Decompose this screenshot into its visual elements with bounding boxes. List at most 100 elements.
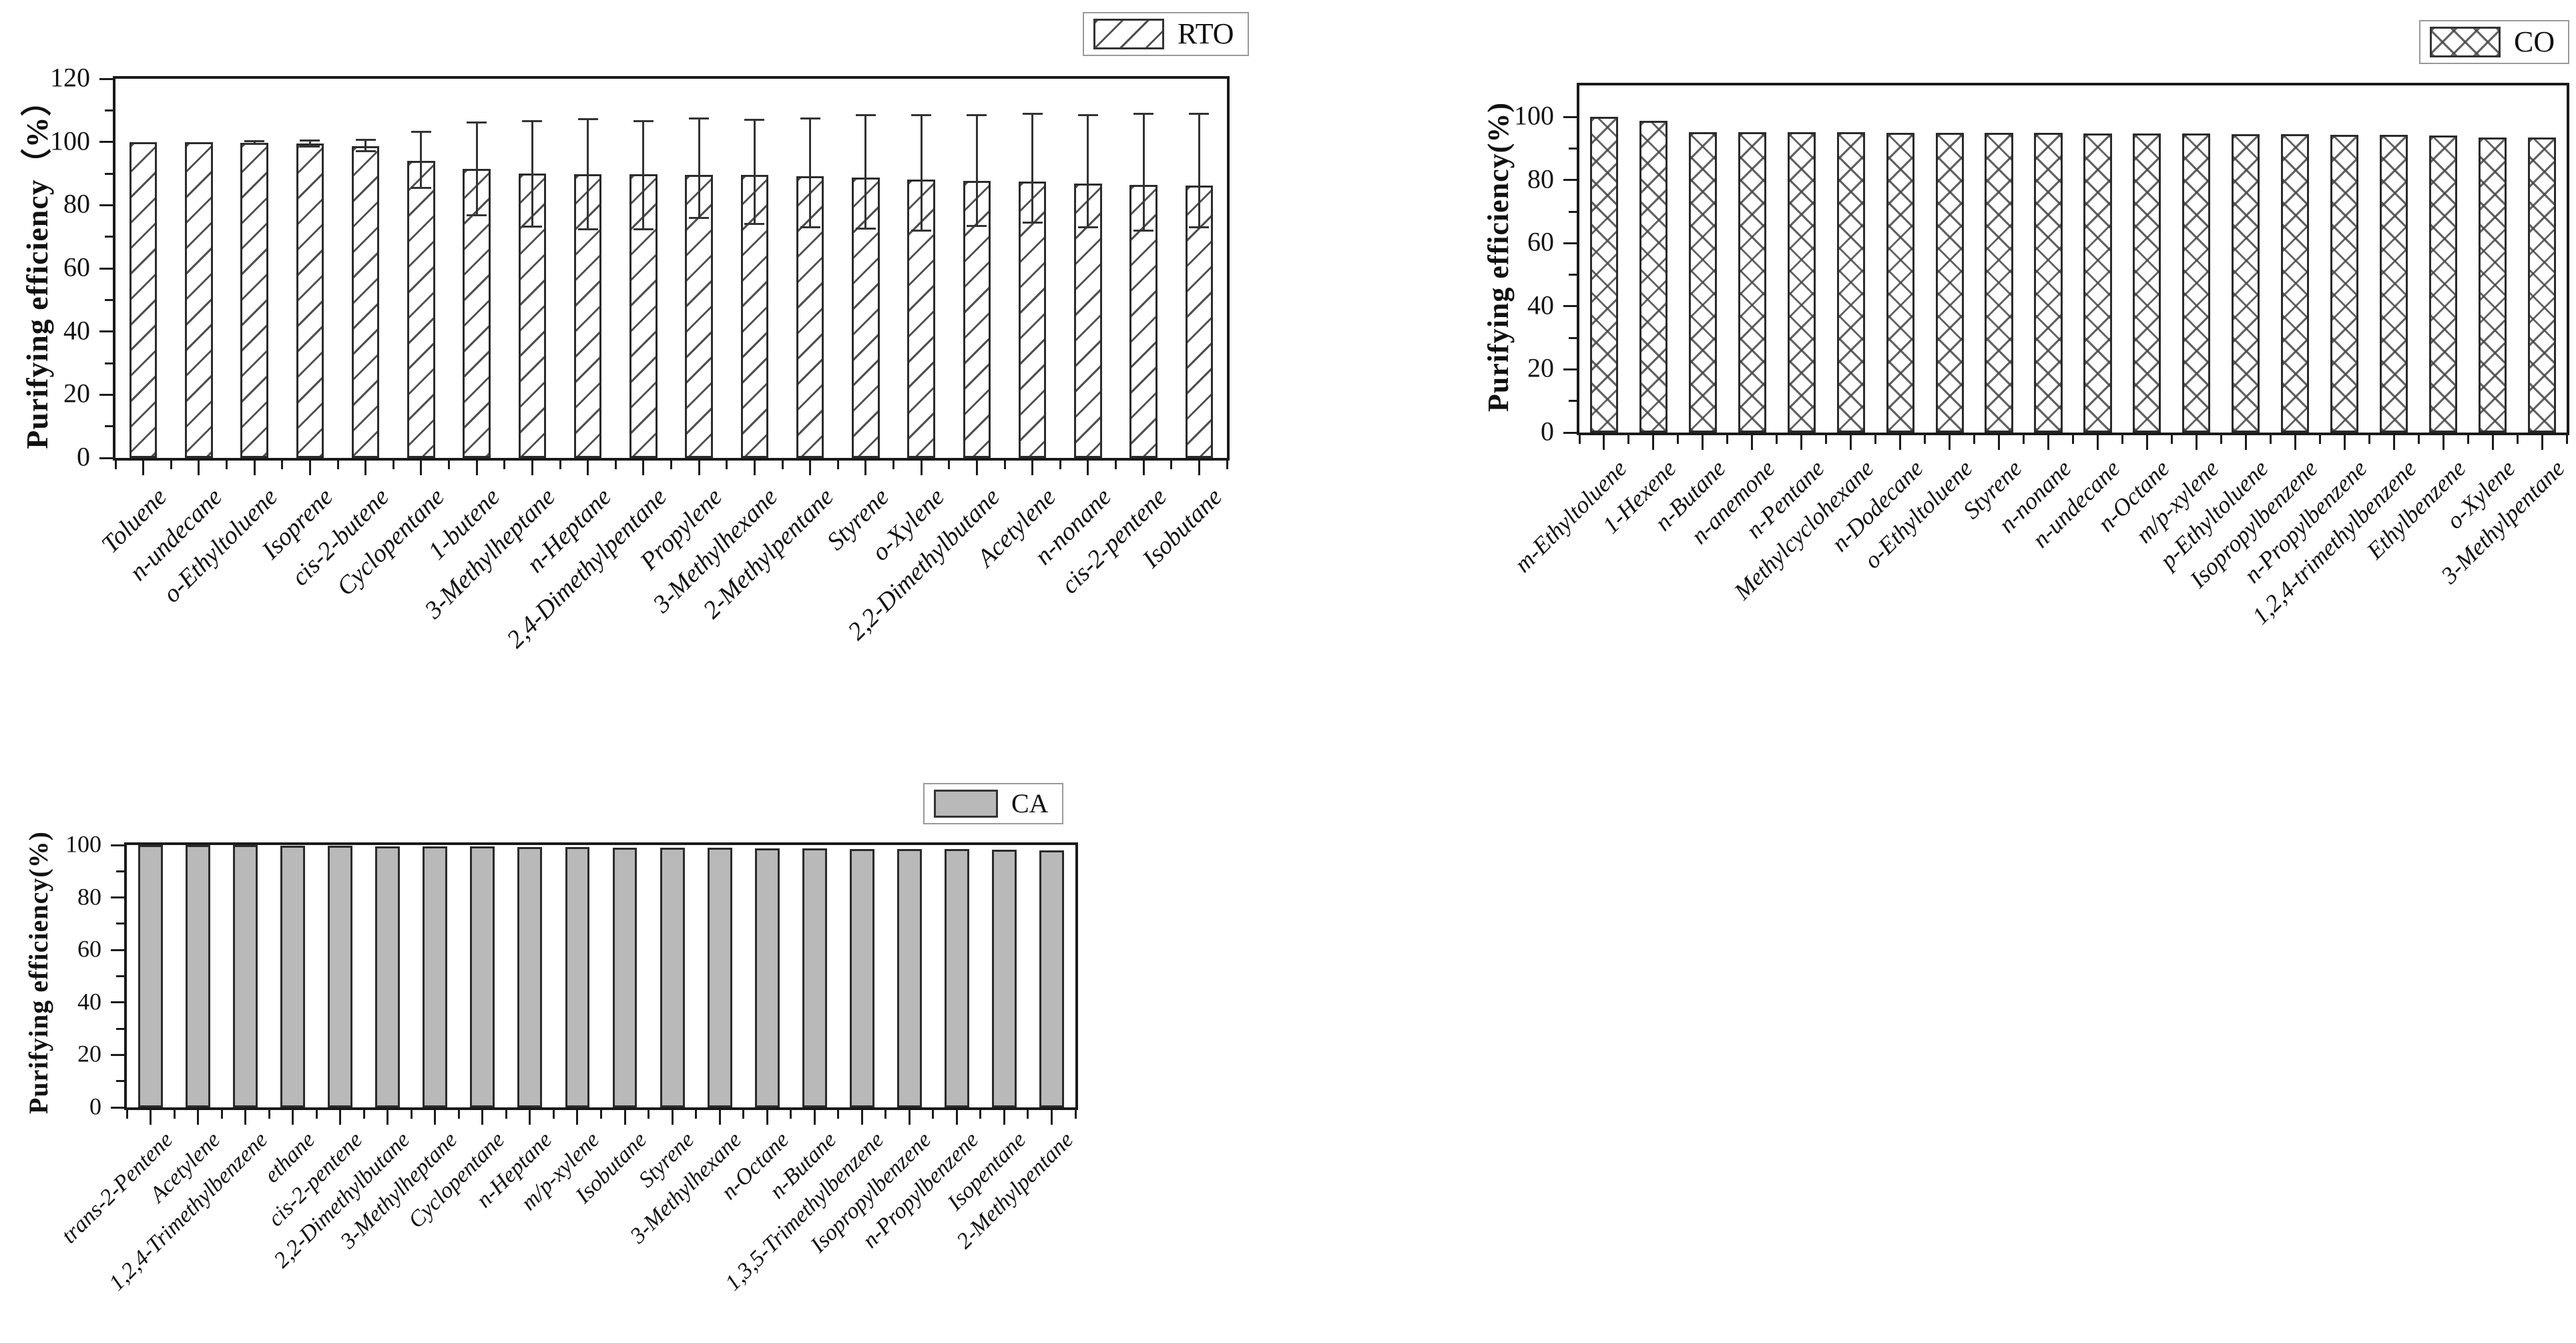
x-minor-tick [781, 461, 784, 469]
x-minor-tick [170, 461, 172, 469]
x-category-label: o-Ethyltoluene [1858, 455, 1978, 574]
x-minor-tick [503, 461, 506, 469]
y-tick-label: 40 [63, 315, 90, 346]
x-tick [2294, 435, 2296, 450]
x-tick [420, 461, 423, 475]
x-category-label: ethane [259, 1127, 320, 1188]
y-minor-tick [1569, 336, 1577, 339]
error-bar [531, 121, 533, 227]
x-minor-tick [2121, 435, 2123, 444]
bar [849, 848, 874, 1107]
y-tick [111, 949, 124, 951]
bar [1886, 132, 1914, 433]
y-tick [1563, 431, 1577, 434]
x-minor-tick [173, 1110, 176, 1119]
x-minor-tick [979, 1110, 982, 1119]
x-tick [864, 461, 867, 475]
bar [375, 846, 401, 1107]
bar [2232, 133, 2260, 433]
y-tick-label: 120 [50, 62, 90, 93]
error-bar-cap [911, 229, 932, 232]
bar [328, 846, 353, 1107]
x-tick [1998, 435, 2001, 450]
bar [138, 845, 163, 1107]
y-tick-label: 60 [77, 935, 101, 963]
x-tick [2047, 435, 2050, 450]
y-tick [99, 393, 113, 396]
error-bar-cap [244, 143, 265, 146]
x-category-label: n-Dodecane [1826, 455, 1928, 557]
bar [2527, 138, 2557, 433]
x-minor-tick [1170, 461, 1173, 469]
bar [802, 848, 827, 1107]
x-category-label: n-Propylbenzene [858, 1127, 984, 1254]
bar [517, 846, 543, 1107]
x-tick [1751, 435, 1754, 450]
x-minor-tick [726, 461, 728, 469]
x-tick [753, 461, 756, 475]
bar [1639, 120, 1667, 433]
x-category-label: n-Heptane [521, 483, 617, 579]
x-minor-tick [226, 461, 228, 469]
x-minor-tick [220, 1110, 223, 1119]
x-category-label: n-Butane [765, 1127, 842, 1204]
bar [944, 849, 969, 1107]
x-tick [576, 1110, 579, 1125]
x-category-label: n-undecane [2027, 455, 2126, 553]
x-category-label: o-Xylene [2440, 455, 2521, 535]
bar [1589, 117, 1619, 433]
error-bar-cap [1077, 113, 1098, 116]
error-bar-cap [467, 121, 487, 124]
x-category-label: cis-2-butene [286, 483, 395, 591]
x-tick [718, 1110, 721, 1125]
x-minor-tick [1874, 435, 1877, 444]
x-category-label: 2,2-Dimethylbutane [269, 1127, 415, 1273]
bar [565, 847, 590, 1107]
x-category-label: m/p-xylene [2131, 455, 2224, 549]
x-minor-tick [2467, 435, 2469, 444]
legend-label: RTO [1178, 17, 1234, 50]
x-category-label: 3-Methylhexane [625, 1127, 747, 1249]
x-minor-tick [1027, 1110, 1029, 1119]
x-tick [1702, 435, 1704, 450]
x-category-label: Ethylbenzene [2361, 455, 2471, 565]
bar [2478, 138, 2507, 433]
x-tick [2145, 435, 2148, 450]
bar [1935, 132, 1964, 433]
y-tick-label: 60 [63, 252, 90, 282]
x-category-label: n-Propylbenzene [2238, 455, 2372, 589]
x-category-label: Isobutane [571, 1127, 652, 1208]
error-bar-cap [689, 117, 710, 119]
x-minor-tick [1973, 435, 1976, 444]
x-minor-tick [505, 1110, 507, 1119]
x-tick [1652, 435, 1655, 450]
bar [1074, 184, 1102, 458]
y-tick [111, 1053, 124, 1056]
error-bar [698, 118, 700, 218]
y-tick [111, 896, 124, 899]
x-tick [623, 1110, 626, 1125]
error-bar-cap [355, 138, 376, 141]
bar [963, 181, 991, 458]
bar [2083, 133, 2112, 433]
y-minor-tick [105, 298, 113, 301]
bar [518, 173, 547, 458]
x-category-label: Styrene [633, 1127, 700, 1193]
x-tick [1949, 435, 1951, 450]
x-minor-tick [268, 1110, 270, 1119]
x-minor-tick [948, 461, 951, 469]
x-tick [142, 461, 145, 475]
bar [423, 846, 448, 1107]
bar [2429, 135, 2458, 433]
x-tick [813, 1110, 816, 1125]
y-tick [1563, 115, 1577, 118]
error-bar-cap [522, 120, 543, 123]
x-tick [1800, 435, 1803, 450]
x-category-label: n-undecane [123, 483, 228, 587]
x-tick [1003, 1110, 1005, 1125]
plot-area-co: 0 20 40 60 80 100 m-Ethyltoluene 1-Hexene n-Buta… [1509, 83, 2570, 629]
x-minor-tick [2023, 435, 2025, 444]
error-bar [308, 140, 311, 147]
y-minor-tick [105, 109, 113, 111]
